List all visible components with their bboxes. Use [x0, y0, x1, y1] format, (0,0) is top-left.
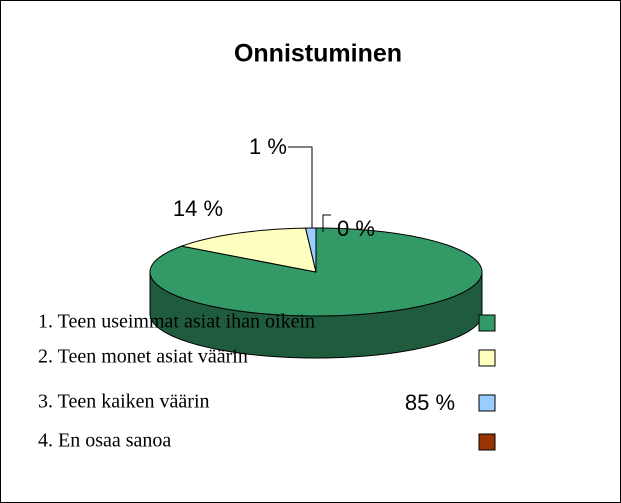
legend-swatch — [478, 433, 496, 451]
leader-line — [288, 146, 313, 228]
pie — [149, 227, 483, 359]
value-label: 0 % — [337, 216, 375, 241]
legend-label: 4. En osaa sanoa — [38, 430, 171, 452]
labels: 85 % 14 % 1 % 0 % 1. Teen useimmat asiat iha… — [38, 134, 496, 452]
value-label: 14 % — [173, 196, 223, 221]
legend-label: 1. Teen useimmat asiat ihan oikein — [38, 311, 315, 333]
chart-title: Onnistuminen — [234, 40, 402, 68]
value-label: 1 % — [249, 134, 287, 159]
legend-label: 3. Teen kaiken väärin — [38, 391, 210, 413]
value-label: 85 % — [405, 390, 455, 415]
legend-label: 2. Teen monet asiat väärin — [38, 346, 248, 368]
legend-swatch — [478, 394, 496, 412]
leader-line — [322, 214, 331, 232]
legend-swatch — [478, 314, 496, 332]
pie-slice — [179, 227, 317, 273]
legend-swatch — [478, 349, 496, 367]
